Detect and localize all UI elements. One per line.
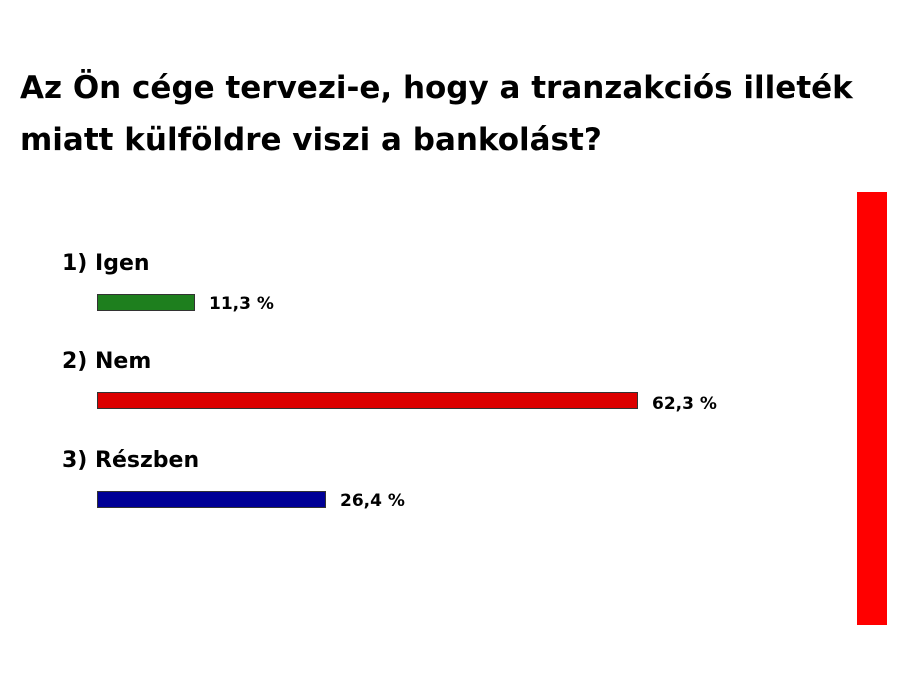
chart-title-line-1: Az Ön cége tervezi-e, hogy a tranzakciós… xyxy=(20,70,853,106)
category-label-igen: 1) Igen xyxy=(62,251,150,276)
bar-igen xyxy=(97,294,195,311)
bar-reszben xyxy=(97,491,326,508)
decorative-accent-bar xyxy=(857,192,887,625)
bar-nem xyxy=(97,392,638,409)
value-label-igen: 11,3 % xyxy=(209,294,274,314)
category-label-nem: 2) Nem xyxy=(62,349,152,374)
chart-title: Az Ön cége tervezi-e, hogy a tranzakciós… xyxy=(20,62,853,166)
value-label-nem: 62,3 % xyxy=(652,394,717,414)
category-label-reszben: 3) Részben xyxy=(62,448,200,473)
chart-title-line-2: miatt külföldre viszi a bankolást? xyxy=(20,122,602,158)
value-label-reszben: 26,4 % xyxy=(340,491,405,511)
